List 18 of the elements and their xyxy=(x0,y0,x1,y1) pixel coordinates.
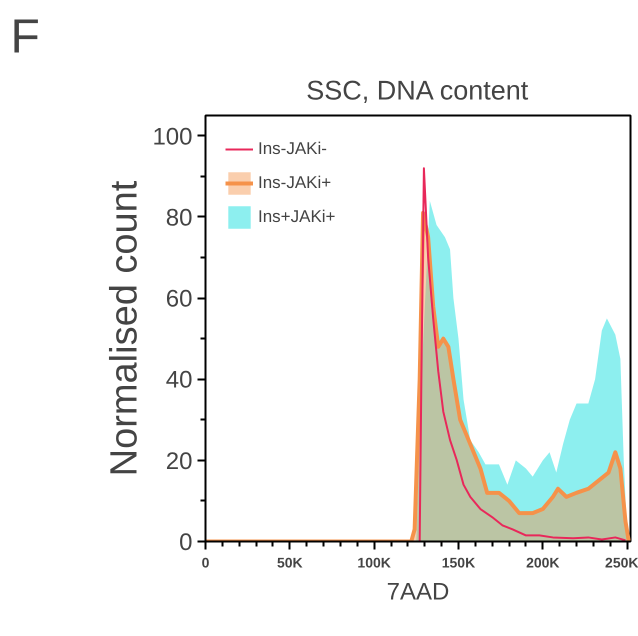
x-tick-label: 50K xyxy=(276,554,303,570)
chart-title: SSC, DNA content xyxy=(306,76,529,106)
x-tick-label: 100K xyxy=(357,554,391,570)
y-tick-label: 100 xyxy=(152,123,193,150)
x-tick-label: 0 xyxy=(202,554,210,570)
y-axis-title: Normalised count xyxy=(103,180,146,476)
legend-label: Ins-JAKi- xyxy=(258,139,327,159)
text: F xyxy=(10,10,40,64)
y-tick-label: 40 xyxy=(166,366,193,394)
x-axis-title: 7AAD xyxy=(386,578,450,606)
legend-label: Ins+JAKi+ xyxy=(258,207,336,227)
y-tick-label: 80 xyxy=(166,204,193,232)
legend-label: Ins-JAKi+ xyxy=(258,173,332,193)
y-tick-label: 20 xyxy=(166,448,193,475)
y-tick-label: 60 xyxy=(166,286,193,313)
x-tick-label: 200K xyxy=(526,554,560,570)
x-tick-label: 250K xyxy=(605,554,638,570)
x-tick-label: 150K xyxy=(442,554,476,570)
